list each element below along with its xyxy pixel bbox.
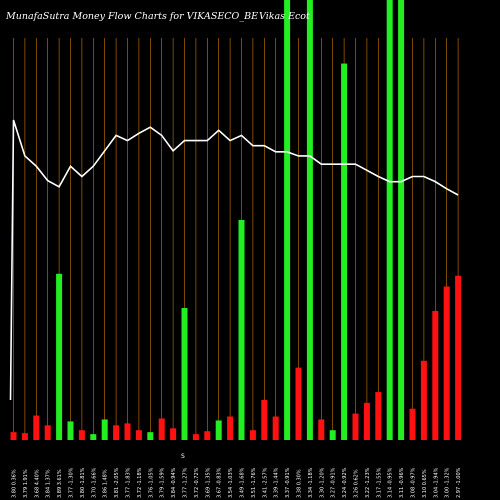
x-tick-label: 3.51 -1.76% [251,467,257,498]
bar [170,428,177,440]
bar [329,430,336,440]
bar [363,402,370,440]
x-tick-label: 3.22 -1.23% [365,467,371,498]
x-tick-labels: 3.80 0.36% 3.79 1.91% 3.68 4.40% 3.84 1.37%… [12,467,463,498]
x-tick-label: 2.97 -1.00% [456,467,462,498]
x-tick-label: 3.77 -1.83% [126,467,132,498]
x-tick-label: 3.04 -1.94% [433,467,439,498]
x-tick-label: 3.34 -1.18% [308,467,314,498]
x-tick-label: 3.37 -0.91% [285,467,291,498]
x-tick-label: 3.17 -1.55% [376,467,382,498]
x-tick-label: 3.41 -2.57% [262,467,268,498]
x-tick-label: 3.81 -2.05% [114,467,120,498]
x-tick-label: 3.39 -1.44% [274,467,280,498]
x-tick-label: 3.76 -1.05% [148,467,154,498]
bar [147,432,154,440]
bar [227,416,234,440]
bar [135,430,142,440]
bar [192,434,199,440]
bar [249,430,256,440]
x-tick-label: 3.24 -0.92% [342,467,348,498]
bar [181,308,188,440]
bar [398,0,405,440]
bar [113,425,120,440]
bar [158,418,165,440]
x-tick-label: 3.79 -1.59% [160,467,166,498]
x-tick-label: 3.72 -0.72% [194,467,200,498]
x-tick-label: 3.68 4.40% [34,469,40,498]
x-tick-label: 3.79 1.91% [23,469,29,498]
bar [375,392,382,440]
x-tick-label: 3.77 -1.30% [69,467,75,498]
bar [341,63,348,441]
bar [352,413,359,440]
x-tick-label: 3.89 3.61% [57,469,63,498]
x-tick-label: 3.54 -1.03% [228,467,234,498]
bar [21,433,28,440]
x-tick-label: 3.11 -0.96% [399,467,405,498]
bar [238,220,245,440]
x-tick-label: 3.27 -0.91% [331,467,337,498]
bar [318,419,325,440]
bar [443,286,450,440]
x-tick-label: 3.38 0.30% [297,469,303,498]
x-tick-label: 3.26 0.62% [354,469,360,498]
axis-marker: S [181,453,185,460]
bar [306,0,313,440]
x-tick-label: 3.08 -0.97% [411,467,417,498]
bar [386,0,393,440]
x-tick-label: 3.80 0.36% [12,469,18,498]
bar [33,415,40,440]
x-tick-label: 3.10 0.65% [422,469,428,498]
x-tick-label: 3.84 -0.94% [171,467,177,498]
bar [101,419,108,440]
bar [215,420,222,440]
x-tick-label: 3.67 -0.83% [217,467,223,498]
x-tick-label: 3.86 1.48% [103,469,109,498]
bar [78,430,85,440]
x-tick-label: 3.30 -1.20% [319,467,325,498]
bar [44,425,51,440]
x-tick-label: 3.49 -1.68% [240,467,246,498]
bar [204,431,211,440]
bar [272,416,279,440]
x-tick-label: 3.72 -1.18% [137,467,143,498]
bar [455,275,462,440]
x-tick-label: 3.70 -1.66% [91,467,97,498]
bar [420,360,427,440]
bars [10,0,462,441]
x-tick-label: 3.77 -1.27% [183,467,189,498]
x-tick-label: 3.84 1.37% [46,469,52,498]
bar [295,367,302,440]
bar [90,434,97,440]
bar [10,432,17,440]
price-line [9,119,459,401]
bar [124,423,131,440]
x-tick-label: 3.80 -1.81% [80,467,86,498]
bar [261,399,268,440]
chart-title: MunafaSutra Money Flow Charts for VIKASE… [6,11,259,22]
bar [284,0,291,440]
bar [432,310,439,440]
price-line-path [9,119,459,401]
x-tick-label: 3.14 -0.95% [388,467,394,498]
bar [56,273,63,440]
x-tick-label: 3.69 -1.35% [205,467,211,498]
chart-title-tail: Vikas Ecot [259,11,310,22]
bar [67,421,74,440]
x-tick-label: 3.00 -1.32% [445,467,451,498]
bar [409,408,416,440]
